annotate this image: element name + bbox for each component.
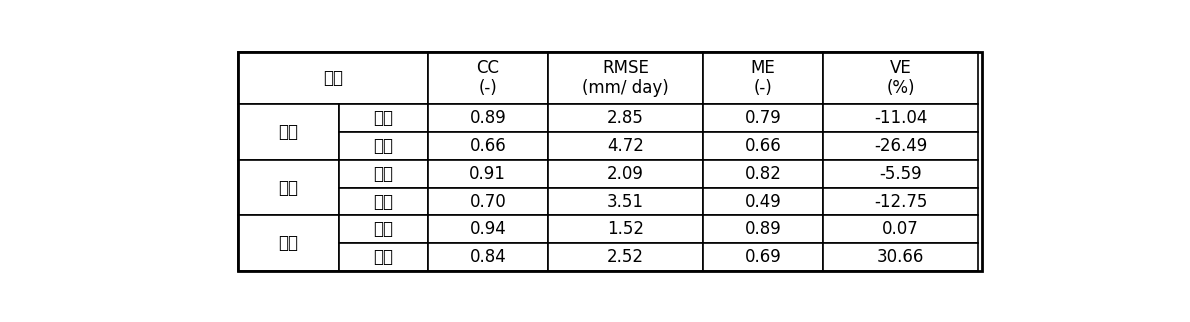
Bar <box>427 160 547 188</box>
Bar <box>238 160 339 215</box>
Text: 0.69: 0.69 <box>745 248 782 266</box>
Text: 0.49: 0.49 <box>745 193 782 211</box>
Bar <box>823 160 978 188</box>
Text: 0.91: 0.91 <box>469 165 506 183</box>
Text: CC
(-): CC (-) <box>476 59 500 97</box>
Text: 관측: 관측 <box>374 165 393 183</box>
Bar <box>427 104 547 132</box>
Bar <box>823 243 978 271</box>
Text: 0.82: 0.82 <box>745 165 782 183</box>
Text: 2.09: 2.09 <box>607 165 644 183</box>
Bar <box>339 104 427 132</box>
Bar <box>823 52 978 104</box>
Bar <box>703 52 823 104</box>
Bar <box>547 52 703 104</box>
Bar <box>823 104 978 132</box>
Text: 1.52: 1.52 <box>607 220 644 238</box>
Text: 합천: 합천 <box>278 234 299 252</box>
Text: -5.59: -5.59 <box>879 165 922 183</box>
Text: -11.04: -11.04 <box>873 109 927 127</box>
Bar <box>339 215 427 243</box>
Bar <box>547 104 703 132</box>
Bar <box>427 132 547 160</box>
Text: 0.94: 0.94 <box>469 220 506 238</box>
Text: 2.52: 2.52 <box>607 248 644 266</box>
Bar <box>547 132 703 160</box>
Text: 예측: 예측 <box>374 193 393 211</box>
Bar <box>238 104 339 160</box>
Bar <box>339 243 427 271</box>
Bar <box>238 52 982 271</box>
Text: RMSE
(mm/ day): RMSE (mm/ day) <box>582 59 669 97</box>
Bar <box>427 243 547 271</box>
Text: 0.84: 0.84 <box>469 248 506 266</box>
Text: ME
(-): ME (-) <box>751 59 776 97</box>
Text: 2.85: 2.85 <box>607 109 644 127</box>
Bar <box>547 215 703 243</box>
Bar <box>823 188 978 215</box>
Bar <box>339 132 427 160</box>
Text: 0.70: 0.70 <box>469 193 506 211</box>
Text: 30.66: 30.66 <box>877 248 925 266</box>
Text: 소양: 소양 <box>278 123 299 141</box>
Text: 관측: 관측 <box>374 220 393 238</box>
Bar <box>427 52 547 104</box>
Bar <box>547 243 703 271</box>
Bar <box>238 215 339 271</box>
Bar <box>427 215 547 243</box>
Text: 관측: 관측 <box>374 109 393 127</box>
Text: 예측: 예측 <box>374 248 393 266</box>
Bar <box>703 215 823 243</box>
Text: 구분: 구분 <box>322 69 343 87</box>
Text: -26.49: -26.49 <box>873 137 927 155</box>
Bar <box>703 160 823 188</box>
Bar <box>703 132 823 160</box>
Text: 3.51: 3.51 <box>607 193 644 211</box>
Bar <box>703 243 823 271</box>
Bar <box>339 160 427 188</box>
Text: 0.07: 0.07 <box>882 220 919 238</box>
Text: 4.72: 4.72 <box>607 137 644 155</box>
Text: 0.66: 0.66 <box>745 137 782 155</box>
Text: 0.66: 0.66 <box>469 137 506 155</box>
Bar <box>547 188 703 215</box>
Bar <box>823 215 978 243</box>
Bar <box>703 104 823 132</box>
Text: VE
(%): VE (%) <box>887 59 915 97</box>
Bar <box>339 188 427 215</box>
Text: 충주: 충주 <box>278 179 299 197</box>
Bar <box>823 132 978 160</box>
Bar <box>547 160 703 188</box>
Text: 0.79: 0.79 <box>745 109 782 127</box>
Bar <box>427 188 547 215</box>
Text: 예측: 예측 <box>374 137 393 155</box>
Text: 0.89: 0.89 <box>469 109 506 127</box>
Bar <box>703 188 823 215</box>
Bar <box>238 52 427 104</box>
Text: -12.75: -12.75 <box>873 193 927 211</box>
Text: 0.89: 0.89 <box>745 220 782 238</box>
